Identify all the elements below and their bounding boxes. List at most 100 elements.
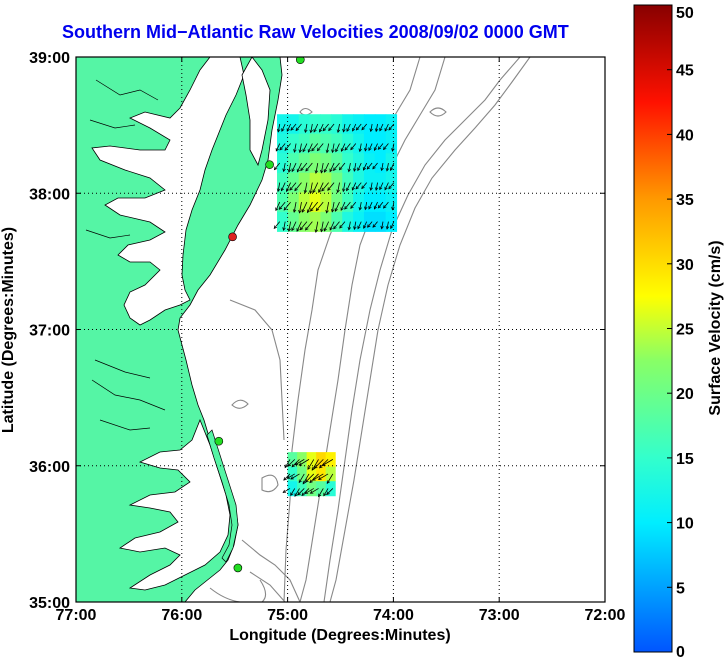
- y-tick-label: 37:00: [29, 323, 70, 340]
- velocity-arrow: [298, 473, 305, 483]
- velocity-arrow: [302, 143, 308, 152]
- velocity-arrow: [355, 182, 362, 190]
- velocity-arrowhead: [312, 477, 316, 481]
- velocity-arrowhead: [330, 208, 335, 213]
- velocity-arrowhead: [279, 146, 283, 151]
- velocity-cell: [309, 114, 321, 135]
- map-title: Southern Mid−Atlantic Raw Velocities 200…: [62, 22, 569, 42]
- velocity-arrowhead: [351, 187, 355, 191]
- velocity-arrowhead: [276, 188, 281, 193]
- velocity-arrow: [310, 201, 319, 212]
- velocity-arrowhead: [313, 465, 318, 469]
- velocity-arrow: [364, 143, 368, 151]
- colorbar-tick-label: 35: [676, 192, 694, 209]
- pamlico-sound: [118, 418, 231, 591]
- velocity-arrow: [366, 162, 373, 170]
- velocity-cell: [298, 153, 311, 174]
- velocity-arrowhead: [300, 167, 304, 172]
- velocity-arrowhead: [325, 209, 329, 214]
- velocity-arrowhead: [362, 167, 367, 171]
- velocity-arrowhead: [379, 186, 383, 191]
- x-tick-label: 76:00: [161, 607, 202, 624]
- velocity-arrowhead: [284, 464, 288, 469]
- velocity-cell: [374, 133, 387, 154]
- velocity-arrowhead: [323, 492, 327, 497]
- velocity-arrowhead: [309, 490, 314, 494]
- velocity-arrow: [307, 143, 313, 153]
- velocity-cell: [316, 481, 327, 497]
- velocity-arrow: [339, 221, 346, 229]
- velocity-arrowhead: [335, 148, 339, 153]
- radar-site-marker: [265, 160, 274, 169]
- velocity-arrowhead: [388, 185, 392, 190]
- velocity-arrow: [318, 488, 324, 497]
- velocity-arrowhead: [296, 168, 300, 173]
- velocity-arrow: [359, 202, 362, 211]
- velocity-arrow: [294, 488, 300, 497]
- velocity-cell: [287, 481, 298, 497]
- velocity-arrowhead: [338, 166, 343, 171]
- velocity-arrow: [379, 182, 384, 190]
- velocity-arrowhead: [297, 491, 301, 496]
- velocity-arrow: [361, 182, 367, 189]
- velocity-arrow: [288, 221, 291, 232]
- velocity-arrow: [277, 123, 281, 132]
- velocity-arrow: [322, 459, 334, 466]
- velocity-arrow: [386, 221, 389, 230]
- velocity-cell: [353, 153, 365, 174]
- map-area: [76, 57, 605, 602]
- velocity-arrow: [320, 221, 324, 232]
- velocity-arrowhead: [310, 207, 314, 212]
- velocity-arrowhead: [350, 205, 354, 209]
- velocity-cell: [277, 172, 289, 193]
- velocity-arrowhead: [326, 480, 330, 485]
- velocity-cell: [287, 452, 298, 468]
- velocity-arrowhead: [380, 167, 384, 172]
- velocity-arrowhead: [280, 187, 284, 192]
- velocity-arrowhead: [286, 128, 290, 132]
- x-tick-label: 75:00: [267, 607, 308, 624]
- velocity-arrow: [305, 162, 313, 172]
- velocity-arrowhead: [368, 147, 372, 151]
- colorbar-tick-label: 25: [676, 322, 694, 339]
- radar-site-marker: [214, 436, 224, 446]
- colorbar-label: Surface Velocity (cm/s): [707, 240, 724, 415]
- velocity-arrowhead: [379, 127, 383, 132]
- velocity-arrow: [296, 162, 302, 173]
- velocity-arrowhead: [294, 187, 298, 192]
- velocity-arrow: [344, 201, 351, 210]
- velocity-arrowhead: [305, 226, 309, 231]
- velocity-arrowhead: [290, 127, 294, 131]
- velocity-arrowhead: [361, 185, 365, 190]
- velocity-arrowhead: [367, 224, 371, 228]
- velocity-field-north: [273, 114, 398, 233]
- velocity-arrow: [283, 473, 291, 481]
- velocity-cell: [287, 192, 300, 213]
- velocity-arrowhead: [311, 147, 315, 152]
- velocity-arrowhead: [314, 170, 319, 174]
- velocity-cell: [331, 172, 343, 193]
- velocity-cell: [342, 211, 354, 232]
- velocity-cell: [331, 133, 343, 154]
- velocity-cell: [374, 172, 387, 193]
- velocity-arrow: [392, 143, 395, 152]
- velocity-cell: [320, 211, 332, 232]
- colorbar-tick-label: 5: [676, 580, 685, 597]
- velocity-arrow: [296, 221, 302, 232]
- velocity-cell: [306, 452, 317, 468]
- velocity-cell: [353, 211, 365, 232]
- velocity-arrowhead: [278, 206, 283, 210]
- rivers: [85, 79, 166, 431]
- velocity-arrowhead: [368, 205, 372, 210]
- velocity-cell: [325, 452, 336, 468]
- velocity-arrowhead: [321, 187, 325, 192]
- velocity-cell: [331, 192, 343, 213]
- velocity-arrowhead: [391, 206, 395, 211]
- velocity-arrowhead: [304, 129, 308, 134]
- velocity-arrowhead: [329, 168, 333, 173]
- velocity-arrowhead: [390, 225, 394, 230]
- velocity-arrow: [350, 143, 357, 150]
- velocity-arrowhead: [275, 147, 279, 152]
- velocity-arrowhead: [309, 479, 313, 484]
